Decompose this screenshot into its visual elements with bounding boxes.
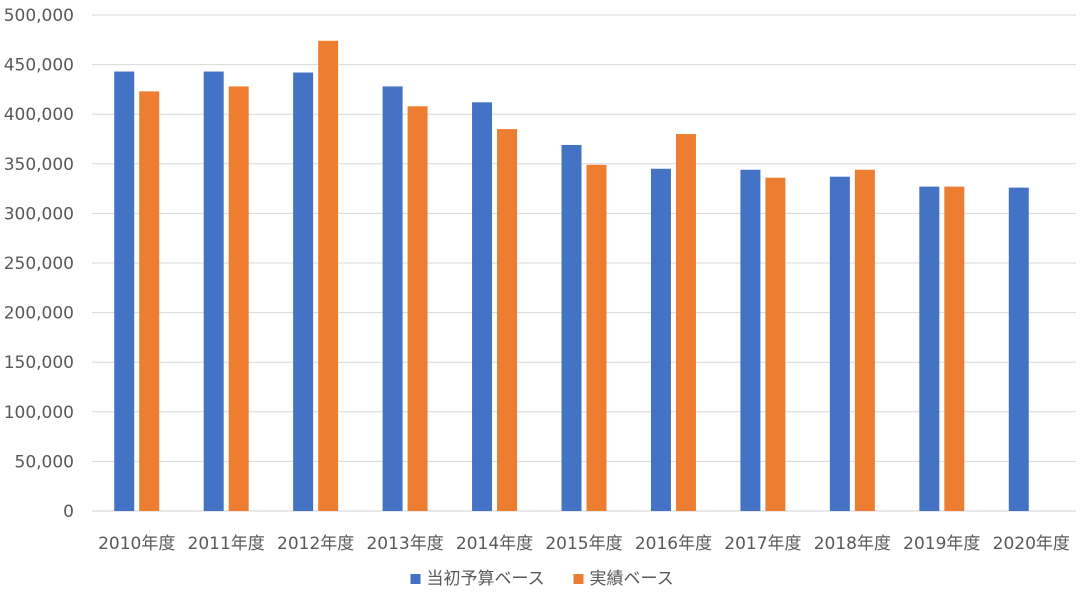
bar-budget-9: [919, 186, 940, 511]
x-tick-label: 2015年度: [545, 534, 622, 554]
bar-actual-5: [586, 164, 607, 512]
bar-actual-2: [318, 40, 339, 512]
bars: [114, 40, 1029, 512]
y-tick-label: 500,000: [4, 6, 74, 26]
bar-budget-5: [561, 144, 582, 511]
bar-budget-6: [650, 168, 671, 511]
y-tick-label: 150,000: [4, 353, 74, 373]
legend-swatch-budget: [410, 574, 421, 584]
x-tick-label: 2012年度: [277, 534, 354, 554]
x-tick-label: 2019年度: [903, 534, 980, 554]
bar-actual-6: [675, 134, 696, 512]
bar-budget-8: [829, 176, 850, 512]
legend-label-budget: 当初予算ベース: [427, 569, 545, 589]
legend: 当初予算ベース 実績ベース: [410, 569, 674, 589]
bar-budget-0: [114, 71, 135, 511]
bar-actual-9: [944, 186, 965, 511]
bar-actual-7: [765, 177, 786, 512]
bar-budget-3: [382, 86, 403, 511]
bar-actual-1: [228, 86, 249, 511]
y-tick-label: 350,000: [4, 155, 74, 175]
bar-budget-2: [293, 72, 314, 511]
x-tick-label: 2016年度: [635, 534, 712, 554]
bar-actual-8: [854, 169, 875, 511]
y-tick-label: 400,000: [4, 105, 74, 125]
y-tick-label: 200,000: [4, 304, 74, 324]
bar-actual-0: [139, 91, 160, 511]
y-tick-label: 100,000: [4, 403, 74, 423]
x-tick-label: 2010年度: [98, 534, 175, 554]
bar-actual-4: [497, 129, 518, 511]
y-tick-label: 250,000: [4, 254, 74, 274]
x-tick-label: 2011年度: [188, 534, 265, 554]
gridlines: [92, 14, 1076, 512]
bar-budget-4: [472, 102, 493, 512]
y-tick-label: 0: [63, 502, 74, 522]
y-axis: 0 50,000 100,000 150,000 200,000 250,000 300,0…: [4, 6, 74, 522]
x-tick-label: 2018年度: [814, 534, 891, 554]
legend-label-actual: 実績ベース: [590, 569, 674, 589]
y-tick-label: 450,000: [4, 56, 74, 76]
y-tick-label: 50,000: [15, 452, 74, 472]
x-tick-label: 2013年度: [366, 534, 443, 554]
y-tick-label: 300,000: [4, 204, 74, 224]
x-tick-label: 2017年度: [724, 534, 801, 554]
bar-budget-10: [1008, 187, 1029, 511]
bar-budget-7: [740, 169, 761, 511]
x-tick-label: 2014年度: [456, 534, 533, 554]
x-axis: 2010年度 2011年度 2012年度 2013年度 2014年度 2015年度 2016…: [98, 534, 1070, 554]
bar-actual-3: [407, 106, 428, 511]
legend-swatch-actual: [573, 574, 584, 584]
x-tick-label: 2020年度: [993, 534, 1070, 554]
bar-budget-1: [203, 71, 224, 511]
